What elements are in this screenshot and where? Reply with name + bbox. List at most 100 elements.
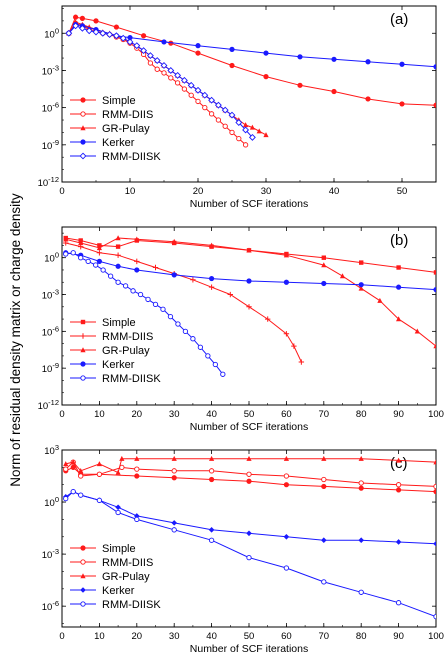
- data-point: [365, 96, 371, 102]
- series-line: [68, 16, 436, 106]
- data-point: [119, 34, 127, 42]
- data-point: [171, 468, 177, 474]
- data-point: [283, 279, 289, 285]
- legend-entry: RMM-DIISK: [102, 599, 161, 611]
- series-rmm-diisk: [63, 488, 436, 620]
- data-point: [433, 483, 436, 490]
- legend-entry: RMM-DIIS: [102, 331, 153, 343]
- x-tick-label: 50: [397, 186, 408, 197]
- y-tick-label: 10-3: [42, 63, 59, 77]
- x-tick-label: 90: [393, 409, 404, 420]
- data-point: [70, 250, 76, 256]
- data-point: [93, 262, 99, 268]
- x-tick-label: 30: [169, 631, 180, 642]
- data-point: [331, 88, 337, 95]
- data-point: [171, 520, 177, 526]
- data-point: [174, 80, 181, 86]
- x-axis-label: Number of SCF iterations: [190, 643, 308, 655]
- data-point: [358, 480, 364, 486]
- data-point: [433, 287, 436, 293]
- x-tick-label: 80: [356, 409, 367, 420]
- data-point: [433, 343, 436, 349]
- x-tick-label: 30: [261, 186, 272, 197]
- data-point: [321, 255, 326, 260]
- series-simple: [66, 14, 436, 108]
- data-point: [146, 52, 154, 60]
- data-point: [236, 135, 242, 142]
- data-point: [195, 50, 201, 56]
- legend-entry: GR-Pulay: [102, 571, 150, 583]
- series-line: [65, 252, 224, 375]
- data-point: [321, 280, 327, 287]
- legend-entry: Kerker: [102, 137, 135, 149]
- data-point: [229, 129, 235, 136]
- data-point: [242, 142, 249, 148]
- data-point: [181, 86, 188, 92]
- legend-marker: [80, 125, 86, 131]
- data-point: [197, 344, 204, 350]
- data-point: [209, 275, 215, 282]
- data-point: [134, 236, 140, 242]
- data-point: [358, 285, 364, 291]
- data-point: [113, 24, 120, 30]
- data-point: [433, 64, 436, 70]
- data-point: [321, 262, 327, 268]
- data-point: [358, 485, 364, 491]
- data-point: [141, 33, 147, 39]
- data-point: [152, 264, 159, 271]
- panel-label: (a): [390, 11, 408, 28]
- data-point: [396, 265, 401, 270]
- data-point: [130, 288, 136, 294]
- data-point: [195, 98, 201, 105]
- data-point: [321, 455, 327, 461]
- data-point: [96, 258, 103, 264]
- series-line: [65, 461, 436, 487]
- data-point: [433, 489, 436, 495]
- data-point: [133, 42, 141, 50]
- legend-marker: [80, 545, 86, 551]
- x-tick-label: 20: [132, 631, 143, 642]
- series-rmm-diisk: [65, 22, 256, 141]
- x-axis-label: Number of SCF iterations: [190, 421, 308, 433]
- data-point: [399, 61, 405, 67]
- data-point: [229, 62, 235, 69]
- legend-marker: [80, 347, 86, 353]
- legend-marker: [80, 587, 86, 593]
- data-point: [433, 459, 436, 465]
- y-tick-label: 10-6: [42, 101, 59, 115]
- data-point: [65, 29, 73, 37]
- data-point: [395, 487, 402, 493]
- data-point: [214, 101, 222, 109]
- data-point: [256, 128, 262, 134]
- data-point: [70, 459, 76, 465]
- chart-panel-c: 0 10 20 30 40 50 60 70 80 90 100 10-6 10-3 100 103 Numb…: [42, 443, 444, 655]
- data-point: [145, 296, 151, 303]
- data-point: [365, 59, 371, 65]
- data-point: [115, 244, 121, 249]
- data-point: [243, 122, 249, 128]
- x-tick-label: 90: [393, 631, 404, 642]
- y-tick-label: 10-9: [42, 361, 59, 375]
- data-point: [134, 516, 140, 523]
- data-point: [167, 67, 175, 74]
- data-point: [134, 267, 140, 273]
- data-point: [140, 47, 148, 55]
- legend-marker: [80, 333, 86, 339]
- data-point: [283, 331, 290, 337]
- data-point: [134, 513, 140, 519]
- y-tick-label: 100: [44, 26, 59, 40]
- data-point: [78, 473, 84, 479]
- data-point: [209, 455, 215, 461]
- data-point: [208, 96, 216, 104]
- data-point: [134, 258, 140, 265]
- data-point: [208, 284, 215, 290]
- x-tick-label: 40: [329, 186, 340, 197]
- data-point: [205, 353, 211, 359]
- legend-marker: [80, 361, 86, 367]
- data-point: [358, 455, 364, 461]
- data-point: [202, 104, 208, 111]
- data-point: [92, 28, 100, 36]
- y-tick-label: 100: [44, 251, 59, 265]
- data-point: [63, 495, 69, 502]
